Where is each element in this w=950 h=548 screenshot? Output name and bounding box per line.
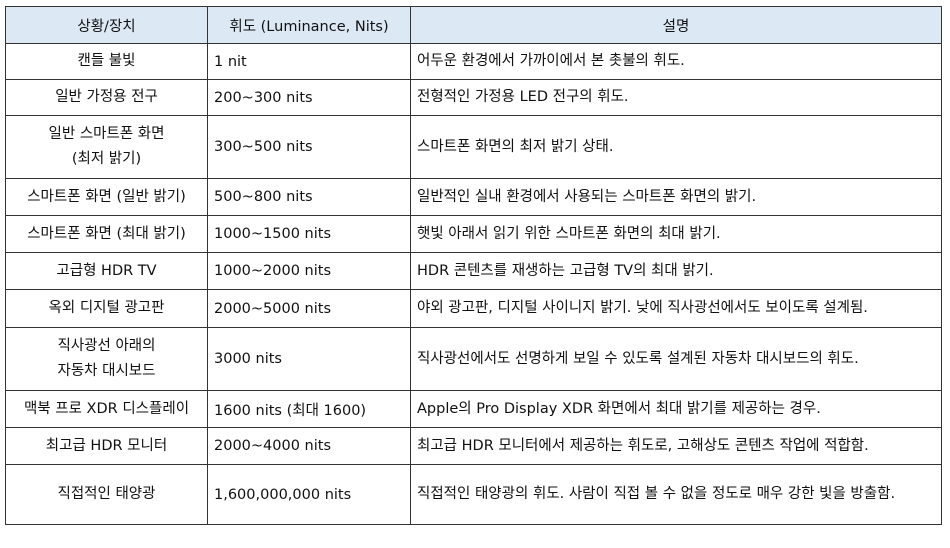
description-cell: 햇빛 아래서 읽기 위한 스마트폰 화면의 최대 밝기. (410, 215, 942, 253)
table-row: 스마트폰 화면 (일반 밝기) 500~800 nits 일반적인 실내 환경에… (5, 178, 942, 216)
description-cell: 직사광선에서도 선명하게 보일 수 있도록 설계된 자동차 대시보드의 휘도. (410, 327, 942, 391)
luminance-table: 상황/장치 휘도 (Luminance, Nits) 설명 캔들 불빛 1 ni… (5, 6, 942, 525)
header-situation: 상황/장치 (5, 6, 208, 44)
situation-cell: 캔들 불빛 (5, 43, 208, 80)
luminance-cell: 200~300 nits (207, 79, 411, 116)
luminance-cell: 1,600,000,000 nits (207, 464, 411, 525)
situation-cell: 스마트폰 화면 (일반 밝기) (5, 178, 208, 216)
luminance-cell: 3000 nits (207, 327, 411, 391)
table-row: 고급형 HDR TV 1000~2000 nits HDR 콘텐츠를 재생하는 … (5, 252, 942, 290)
situation-cell: 스마트폰 화면 (최대 밝기) (5, 215, 208, 253)
luminance-cell: 2000~4000 nits (207, 427, 411, 465)
luminance-cell: 1600 nits (최대 1600) (207, 390, 411, 428)
header-description: 설명 (410, 6, 942, 44)
luminance-cell: 500~800 nits (207, 178, 411, 216)
description-cell: 스마트폰 화면의 최저 밝기 상태. (410, 115, 942, 179)
description-cell: HDR 콘텐츠를 재생하는 고급형 TV의 최대 밝기. (410, 252, 942, 290)
table-row: 캔들 불빛 1 nit 어두운 환경에서 가까이에서 본 촛불의 휘도. (5, 43, 942, 80)
table-wrapper: 상황/장치 휘도 (Luminance, Nits) 설명 캔들 불빛 1 ni… (5, 6, 942, 525)
table-row: 스마트폰 화면 (최대 밝기) 1000~1500 nits 햇빛 아래서 읽기… (5, 215, 942, 253)
table-row: 일반 가정용 전구 200~300 nits 전형적인 가정용 LED 전구의 … (5, 79, 942, 116)
luminance-cell: 300~500 nits (207, 115, 411, 179)
luminance-cell: 1000~2000 nits (207, 252, 411, 290)
situation-cell: 일반 가정용 전구 (5, 79, 208, 116)
situation-cell: 직접적인 태양광 (5, 464, 208, 525)
situation-cell: 최고급 HDR 모니터 (5, 427, 208, 465)
situation-cell: 일반 스마트폰 화면 (최저 밝기) (5, 115, 208, 179)
table-row: 일반 스마트폰 화면 (최저 밝기) 300~500 nits 스마트폰 화면의 … (5, 115, 942, 179)
table-row: 직접적인 태양광 1,600,000,000 nits 직접적인 태양광의 휘도… (5, 464, 942, 525)
luminance-cell: 2000~5000 nits (207, 289, 411, 328)
description-cell: 직접적인 태양광의 휘도. 사람이 직접 볼 수 없을 정도로 매우 강한 빛을… (410, 464, 942, 525)
luminance-cell: 1 nit (207, 43, 411, 80)
table-row: 직사광선 아래의 자동차 대시보드 3000 nits 직사광선에서도 선명하게 … (5, 327, 942, 391)
description-cell: 최고급 HDR 모니터에서 제공하는 휘도로, 고해상도 콘텐츠 작업에 적합함… (410, 427, 942, 465)
description-cell: Apple의 Pro Display XDR 화면에서 최대 밝기를 제공하는 … (410, 390, 942, 428)
description-cell: 어두운 환경에서 가까이에서 본 촛불의 휘도. (410, 43, 942, 80)
situation-cell: 고급형 HDR TV (5, 252, 208, 290)
description-cell: 야외 광고판, 디지털 사이니지 밝기. 낮에 직사광선에서도 보이도록 설계됨… (410, 289, 942, 328)
header-row: 상황/장치 휘도 (Luminance, Nits) 설명 (5, 6, 942, 44)
luminance-cell: 1000~1500 nits (207, 215, 411, 253)
table-row: 옥외 디지털 광고판 2000~5000 nits 야외 광고판, 디지털 사이… (5, 289, 942, 328)
table-row: 맥북 프로 XDR 디스플레이 1600 nits (최대 1600) Appl… (5, 390, 942, 428)
situation-cell: 직사광선 아래의 자동차 대시보드 (5, 327, 208, 391)
description-cell: 일반적인 실내 환경에서 사용되는 스마트폰 화면의 밝기. (410, 178, 942, 216)
description-cell: 전형적인 가정용 LED 전구의 휘도. (410, 79, 942, 116)
situation-cell: 옥외 디지털 광고판 (5, 289, 208, 328)
header-luminance: 휘도 (Luminance, Nits) (207, 6, 411, 44)
situation-cell: 맥북 프로 XDR 디스플레이 (5, 390, 208, 428)
table-row: 최고급 HDR 모니터 2000~4000 nits 최고급 HDR 모니터에서… (5, 427, 942, 465)
